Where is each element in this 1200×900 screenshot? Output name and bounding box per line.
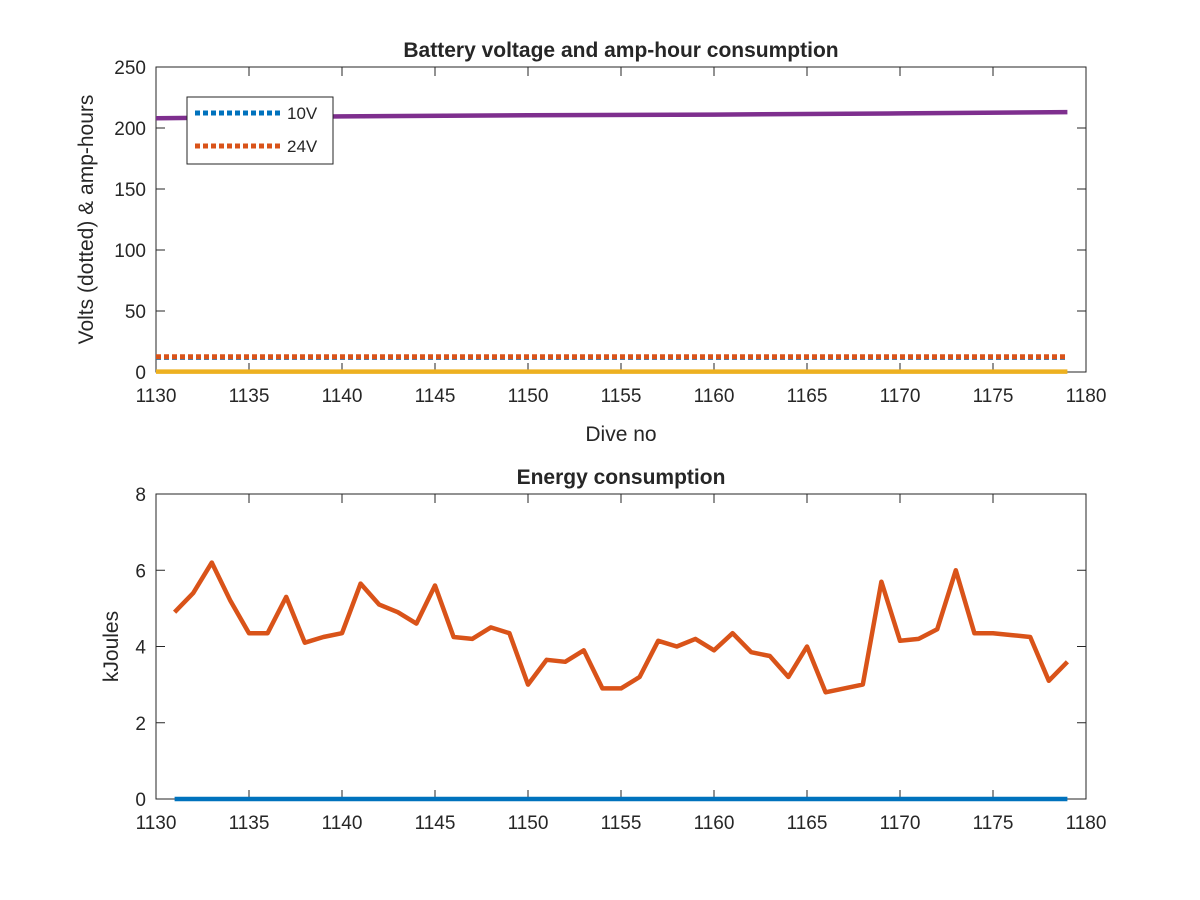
bottom-chart-y-tick-label: 8: [135, 485, 146, 506]
top-chart-x-tick-label: 1155: [601, 386, 642, 407]
bottom-chart-x-tick-label: 1135: [229, 813, 270, 834]
bottom-chart-x-tick-label: 1140: [322, 813, 363, 834]
bottom-chart-x-tick-label: 1150: [508, 813, 549, 834]
top-chart-y-tick-label: 0: [135, 363, 146, 384]
bottom-chart-y-tick-label: 0: [135, 790, 146, 811]
bottom-chart-x-tick-label: 1160: [694, 813, 735, 834]
top-chart-y-axis-label: Volts (dotted) & amp-hours: [75, 95, 98, 345]
top-chart-x-tick-label: 1170: [880, 386, 921, 407]
legend-box: [186, 96, 334, 165]
top-chart-y-tick-label: 250: [114, 58, 146, 79]
top-chart-y-tick-label: 50: [125, 302, 146, 323]
top-chart-x-axis-label: Dive no: [585, 423, 656, 446]
bottom-chart-y-tick-label: 4: [135, 638, 146, 659]
top-chart-x-tick-label: 1175: [973, 386, 1014, 407]
top-chart-x-tick-label: 1145: [415, 386, 456, 407]
top-chart-x-tick-label: 1150: [508, 386, 549, 407]
bottom-chart-x-tick-label: 1165: [787, 813, 828, 834]
bottom-chart-x-tick-label: 1170: [880, 813, 921, 834]
bottom-chart-y-axis-label: kJoules: [100, 611, 123, 682]
top-chart-title: Battery voltage and amp-hour consumption: [403, 39, 838, 62]
legend: 10V 24V: [186, 96, 334, 165]
bottom-chart-ticks: 1130 1135 1140 1145 1150 1155 1160 1165 1170 1175…: [135, 485, 1106, 834]
top-chart-x-tick-label: 1135: [229, 386, 270, 407]
top-chart-y-tick-label: 100: [114, 241, 146, 262]
top-chart-ticks: 1130 1135 1140 1145 1150 1155 1160 1165 1170 1175…: [114, 58, 1106, 407]
legend-label-10v: 10V: [287, 104, 318, 123]
bottom-chart-x-tick-label: 1175: [973, 813, 1014, 834]
top-chart-x-tick-label: 1130: [136, 386, 177, 407]
top-chart-x-tick-label: 1160: [694, 386, 735, 407]
top-chart: Battery voltage and amp-hour consumption…: [75, 39, 1106, 446]
top-chart-y-tick-label: 200: [114, 119, 146, 140]
bottom-chart-x-tick-label: 1180: [1066, 813, 1107, 834]
bottom-chart-axes-box: [155, 493, 1087, 800]
legend-label-24v: 24V: [287, 137, 318, 156]
top-chart-x-tick-label: 1140: [322, 386, 363, 407]
bottom-chart-x-tick-label: 1130: [136, 813, 177, 834]
bottom-chart-y-tick-label: 2: [135, 714, 146, 735]
bottom-chart: Energy consumption kJoules 1130 1135 1140 1…: [100, 466, 1106, 834]
bottom-chart-x-tick-label: 1145: [415, 813, 456, 834]
bottom-chart-series: [172, 560, 1070, 802]
bottom-chart-title: Energy consumption: [517, 466, 726, 489]
top-chart-y-tick-label: 150: [114, 180, 146, 201]
bottom-chart-series-line-orange: [172, 560, 1070, 695]
bottom-chart-x-tick-label: 1155: [601, 813, 642, 834]
top-chart-x-tick-label: 1180: [1066, 386, 1107, 407]
bottom-chart-y-tick-label: 6: [135, 561, 146, 582]
top-chart-x-tick-label: 1165: [787, 386, 828, 407]
